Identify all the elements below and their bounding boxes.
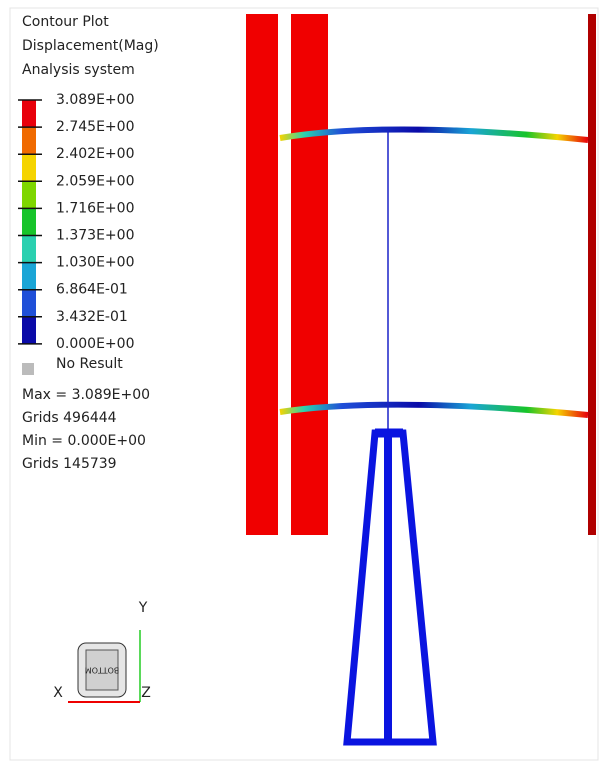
stat-line: Grids 145739 <box>22 456 117 472</box>
legend-level: 3.432E-01 <box>56 309 128 325</box>
legend-level: 1.716E+00 <box>56 200 134 216</box>
legend-level: 6.864E-01 <box>56 282 128 298</box>
legend-title: Contour Plot <box>22 14 109 30</box>
axis-z: Z <box>141 685 151 701</box>
legend-level: 2.059E+00 <box>56 173 134 189</box>
legend-title: Analysis system <box>22 62 135 78</box>
legend-swatch <box>22 154 36 181</box>
viewport: Contour Plot Displacement(Mag) Analysis sy… <box>0 0 603 764</box>
stat-line: Max = 3.089E+00 <box>22 387 150 403</box>
legend-level: 1.373E+00 <box>56 228 134 244</box>
legend-level: 2.745E+00 <box>56 119 134 135</box>
legend-swatch <box>22 127 36 154</box>
axis-x: X <box>53 685 63 701</box>
legend-swatch <box>22 236 36 263</box>
legend-level: 1.030E+00 <box>56 255 134 271</box>
legend-level: 0.000E+00 <box>56 336 134 352</box>
legend-swatch <box>22 100 36 127</box>
legend-swatch <box>22 208 36 235</box>
no-result-swatch <box>22 363 34 375</box>
legend-swatch <box>22 290 36 317</box>
stat-line: Grids 496444 <box>22 410 117 426</box>
stat-line: Min = 0.000E+00 <box>22 433 146 449</box>
axis-y: Y <box>138 600 148 616</box>
no-result-label: No Result <box>56 356 123 372</box>
legend-swatch <box>22 181 36 208</box>
legend-swatch <box>22 317 36 344</box>
legend-level: 2.402E+00 <box>56 146 134 162</box>
legend-level: 3.089E+00 <box>56 92 134 108</box>
legend-swatch <box>22 263 36 290</box>
cube-label: BOTTOM <box>85 666 120 675</box>
legend-title: Displacement(Mag) <box>22 38 159 54</box>
